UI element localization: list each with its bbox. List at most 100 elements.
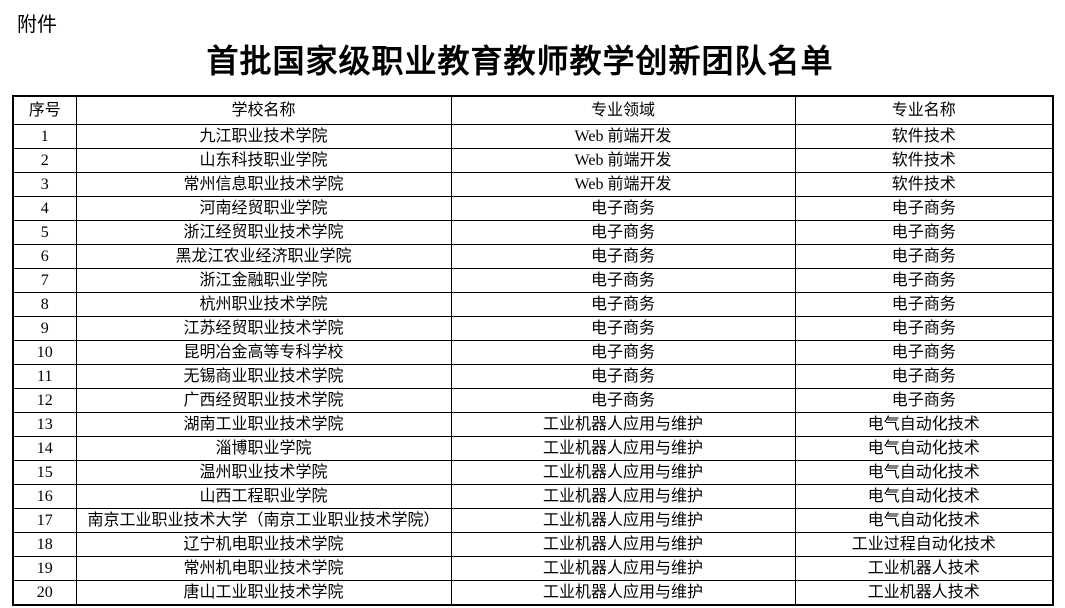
major-field-cell: 工业机器人应用与维护 (450, 580, 796, 606)
attachment-label: 附件 (17, 14, 57, 36)
serial-cell: 20 (12, 580, 77, 606)
serial-cell: 1 (12, 124, 77, 149)
major-field-cell: 电子商务 (450, 244, 796, 269)
major-name-cell: 电气自动化技术 (794, 484, 1054, 509)
table-row: 16 山西工程职业学院 工业机器人应用与维护 电气自动化技术 (12, 484, 1054, 509)
major-name-cell: 电子商务 (794, 268, 1054, 293)
table-header-row: 序号 学校名称 专业领域 专业名称 (12, 95, 1054, 125)
school-name-cell: 杭州职业技术学院 (75, 292, 452, 317)
serial-cell: 12 (12, 388, 77, 413)
major-field-cell: 工业机器人应用与维护 (450, 484, 796, 509)
major-name-cell: 软件技术 (794, 148, 1054, 173)
major-name-cell: 软件技术 (794, 172, 1054, 197)
header-school-name: 学校名称 (75, 95, 452, 125)
school-name-cell: 常州机电职业技术学院 (75, 556, 452, 581)
serial-cell: 13 (12, 412, 77, 437)
school-name-cell: 辽宁机电职业技术学院 (75, 532, 452, 557)
major-name-cell: 电子商务 (794, 292, 1054, 317)
major-field-cell: 电子商务 (450, 268, 796, 293)
table-row: 19 常州机电职业技术学院 工业机器人应用与维护 工业机器人技术 (12, 556, 1054, 581)
table-body: 1 九江职业技术学院 Web 前端开发 软件技术 2 山东科技职业学院 Web 前端开发 软件… (12, 124, 1054, 606)
table-row: 17 南京工业职业技术大学（南京工业职业技术学院） 工业机器人应用与维护 电气自动化技… (12, 508, 1054, 533)
school-name-cell: 广西经贸职业技术学院 (75, 388, 452, 413)
school-name-cell: 唐山工业职业技术学院 (75, 580, 452, 606)
serial-cell: 17 (12, 508, 77, 533)
table-row: 10 昆明冶金高等专科学校 电子商务 电子商务 (12, 340, 1054, 365)
school-name-cell: 九江职业技术学院 (75, 124, 452, 149)
major-name-cell: 工业过程自动化技术 (794, 532, 1054, 557)
major-field-cell: 工业机器人应用与维护 (450, 436, 796, 461)
page-title: 首批国家级职业教育教师教学创新团队名单 (206, 43, 834, 79)
serial-cell: 15 (12, 460, 77, 485)
school-name-cell: 温州职业技术学院 (75, 460, 452, 485)
table-row: 13 湖南工业职业技术学院 工业机器人应用与维护 电气自动化技术 (12, 412, 1054, 437)
table-row: 18 辽宁机电职业技术学院 工业机器人应用与维护 工业过程自动化技术 (12, 532, 1054, 557)
school-name-cell: 浙江经贸职业技术学院 (75, 220, 452, 245)
serial-cell: 4 (12, 196, 77, 221)
major-name-cell: 电子商务 (794, 244, 1054, 269)
major-field-cell: 工业机器人应用与维护 (450, 460, 796, 485)
table-row: 20 唐山工业职业技术学院 工业机器人应用与维护 工业机器人技术 (12, 580, 1054, 606)
table-row: 11 无锡商业职业技术学院 电子商务 电子商务 (12, 364, 1054, 389)
serial-cell: 10 (12, 340, 77, 365)
school-name-cell: 河南经贸职业学院 (75, 196, 452, 221)
major-name-cell: 电子商务 (794, 220, 1054, 245)
roster-table: 序号 学校名称 专业领域 专业名称 1 九江职业技术学院 Web 前端开发 软件技术 2… (12, 95, 1054, 606)
major-field-cell: 工业机器人应用与维护 (450, 556, 796, 581)
major-name-cell: 软件技术 (794, 124, 1054, 149)
table-row: 14 淄博职业学院 工业机器人应用与维护 电气自动化技术 (12, 436, 1054, 461)
major-field-cell: 工业机器人应用与维护 (450, 508, 796, 533)
table-row: 15 温州职业技术学院 工业机器人应用与维护 电气自动化技术 (12, 460, 1054, 485)
major-field-cell: 电子商务 (450, 364, 796, 389)
table-row: 4 河南经贸职业学院 电子商务 电子商务 (12, 196, 1054, 221)
serial-cell: 5 (12, 220, 77, 245)
major-name-cell: 工业机器人技术 (794, 580, 1054, 606)
school-name-cell: 湖南工业职业技术学院 (75, 412, 452, 437)
serial-cell: 6 (12, 244, 77, 269)
major-name-cell: 电子商务 (794, 364, 1054, 389)
major-name-cell: 电子商务 (794, 388, 1054, 413)
major-field-cell: 电子商务 (450, 388, 796, 413)
major-name-cell: 电气自动化技术 (794, 460, 1054, 485)
table-row: 5 浙江经贸职业技术学院 电子商务 电子商务 (12, 220, 1054, 245)
table-row: 8 杭州职业技术学院 电子商务 电子商务 (12, 292, 1054, 317)
major-field-cell: 电子商务 (450, 220, 796, 245)
school-name-cell: 昆明冶金高等专科学校 (75, 340, 452, 365)
header-serial: 序号 (12, 95, 77, 125)
major-name-cell: 电子商务 (794, 316, 1054, 341)
major-field-cell: 工业机器人应用与维护 (450, 412, 796, 437)
major-field-cell: 电子商务 (450, 292, 796, 317)
school-name-cell: 常州信息职业技术学院 (75, 172, 452, 197)
major-field-cell: 电子商务 (450, 196, 796, 221)
major-name-cell: 电气自动化技术 (794, 436, 1054, 461)
table-row: 1 九江职业技术学院 Web 前端开发 软件技术 (12, 124, 1054, 149)
major-field-cell: Web 前端开发 (450, 172, 796, 197)
school-name-cell: 江苏经贸职业技术学院 (75, 316, 452, 341)
school-name-cell: 南京工业职业技术大学（南京工业职业技术学院） (75, 508, 452, 533)
header-major-name: 专业名称 (794, 95, 1054, 125)
school-name-cell: 山东科技职业学院 (75, 148, 452, 173)
major-field-cell: 电子商务 (450, 316, 796, 341)
school-name-cell: 淄博职业学院 (75, 436, 452, 461)
major-name-cell: 电子商务 (794, 196, 1054, 221)
serial-cell: 8 (12, 292, 77, 317)
serial-cell: 19 (12, 556, 77, 581)
header-major-field: 专业领域 (450, 95, 796, 125)
table-row: 6 黑龙江农业经济职业学院 电子商务 电子商务 (12, 244, 1054, 269)
major-field-cell: 工业机器人应用与维护 (450, 532, 796, 557)
table-row: 3 常州信息职业技术学院 Web 前端开发 软件技术 (12, 172, 1054, 197)
serial-cell: 9 (12, 316, 77, 341)
major-field-cell: 电子商务 (450, 340, 796, 365)
serial-cell: 18 (12, 532, 77, 557)
major-name-cell: 电气自动化技术 (794, 508, 1054, 533)
school-name-cell: 无锡商业职业技术学院 (75, 364, 452, 389)
serial-cell: 14 (12, 436, 77, 461)
major-field-cell: Web 前端开发 (450, 124, 796, 149)
major-name-cell: 电子商务 (794, 340, 1054, 365)
table-row: 12 广西经贸职业技术学院 电子商务 电子商务 (12, 388, 1054, 413)
table-row: 2 山东科技职业学院 Web 前端开发 软件技术 (12, 148, 1054, 173)
serial-cell: 16 (12, 484, 77, 509)
serial-cell: 3 (12, 172, 77, 197)
table-row: 9 江苏经贸职业技术学院 电子商务 电子商务 (12, 316, 1054, 341)
serial-cell: 2 (12, 148, 77, 173)
